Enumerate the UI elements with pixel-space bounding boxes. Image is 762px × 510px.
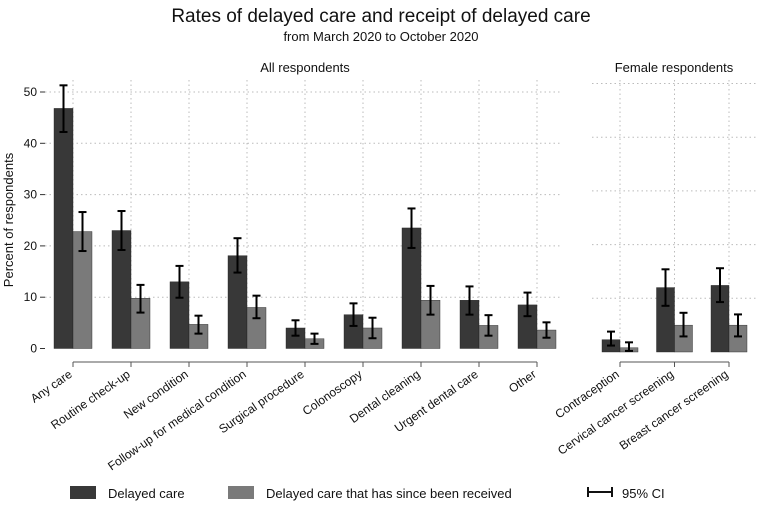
error-bar — [78, 211, 87, 253]
error-bar — [407, 207, 416, 249]
error-bar — [117, 210, 126, 252]
y-tick-label: 30 — [24, 188, 38, 202]
error-bar — [523, 291, 532, 318]
bar-delayed — [53, 108, 74, 349]
error-bar — [716, 267, 724, 304]
chart-title: Rates of delayed care and receipt of del… — [171, 6, 590, 27]
error-bar — [734, 313, 742, 338]
error-bar — [607, 330, 615, 347]
error-bar — [465, 285, 474, 316]
error-bar — [426, 284, 435, 316]
error-bar — [625, 341, 633, 352]
error-bar — [661, 268, 670, 307]
y-tick-label: 10 — [24, 290, 38, 304]
y-tick-label: 20 — [24, 239, 38, 253]
error-bar — [194, 314, 203, 335]
error-bar — [59, 84, 68, 134]
legend-swatch-delayed — [70, 486, 96, 499]
y-tick-label: 50 — [24, 85, 38, 99]
error-bar — [349, 302, 358, 327]
error-bar — [175, 264, 184, 299]
y-tick-label: 0 — [30, 342, 37, 356]
y-tick-label: 40 — [24, 136, 38, 150]
legend-label-received: Delayed care that has since been receive… — [266, 486, 512, 501]
error-bar — [368, 316, 377, 340]
error-bar — [136, 283, 145, 314]
legend-ci-icon — [587, 487, 613, 497]
error-bar — [679, 311, 688, 338]
legend: Delayed care Delayed care that has since… — [70, 486, 665, 501]
error-bar — [233, 237, 242, 274]
panel-title-all: All respondents — [260, 60, 350, 75]
error-bar — [310, 332, 319, 345]
error-bar — [542, 321, 551, 339]
legend-swatch-received — [228, 486, 254, 499]
legend-label-delayed: Delayed care — [108, 486, 185, 501]
panel-title-female: Female respondents — [615, 60, 734, 75]
error-bar — [484, 314, 493, 337]
chart-subtitle: from March 2020 to October 2020 — [283, 29, 478, 44]
y-axis-label: Percent of respondents — [1, 152, 16, 287]
x-tick-label: Other — [506, 367, 539, 396]
error-bar — [252, 294, 261, 320]
legend-label-ci: 95% CI — [622, 486, 665, 501]
x-tick-label: Any care — [28, 367, 75, 406]
error-bar — [291, 319, 300, 337]
